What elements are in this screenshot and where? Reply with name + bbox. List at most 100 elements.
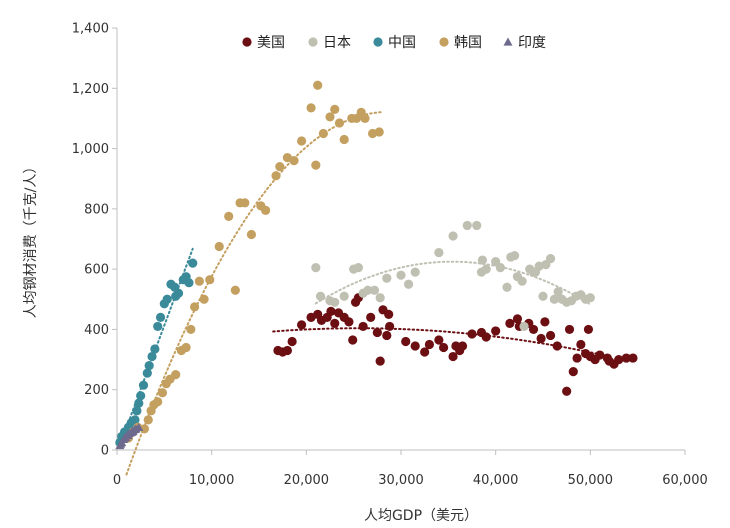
data-point	[186, 324, 196, 335]
data-point	[372, 327, 382, 338]
data-point	[144, 361, 154, 371]
data-point	[457, 341, 468, 351]
data-point	[495, 263, 505, 273]
x-tick-label: 60,000	[662, 473, 708, 488]
legend-marker	[242, 37, 252, 47]
data-point	[150, 344, 160, 354]
trendline-日本	[314, 260, 592, 306]
data-point	[230, 285, 240, 295]
data-point	[472, 220, 482, 231]
y-tick-label: 1,200	[72, 82, 109, 97]
data-point	[297, 136, 307, 146]
data-point	[553, 287, 563, 297]
data-point	[477, 255, 488, 265]
data-point	[434, 247, 444, 258]
data-point	[330, 297, 340, 307]
data-point	[116, 439, 126, 448]
data-point	[157, 388, 168, 398]
data-point	[171, 370, 181, 380]
data-point	[224, 211, 234, 221]
data-point	[448, 351, 458, 362]
data-point	[481, 332, 491, 342]
data-point	[139, 424, 150, 434]
data-point	[552, 341, 562, 351]
x-tick-label: 50,000	[568, 473, 614, 488]
data-point	[467, 329, 477, 339]
data-point	[564, 324, 575, 335]
x-tick-label: 0	[113, 473, 121, 488]
data-point	[306, 103, 316, 113]
data-point	[366, 312, 376, 322]
data-point	[424, 339, 434, 350]
data-point	[517, 276, 527, 286]
x-tick-label: 10,000	[189, 473, 235, 488]
data-point	[143, 415, 153, 425]
data-point	[505, 318, 515, 328]
data-point	[136, 391, 146, 401]
y-tick-label: 600	[84, 263, 109, 278]
data-point	[384, 309, 394, 319]
data-point	[344, 317, 354, 327]
data-point	[562, 386, 572, 396]
data-point	[271, 171, 281, 181]
data-point	[311, 160, 321, 170]
data-point	[287, 336, 297, 347]
data-point	[214, 241, 224, 252]
data-point	[519, 321, 529, 332]
data-point	[375, 293, 385, 303]
legend-marker	[439, 37, 449, 47]
y-tick-labels: 0 200 400 600 800 1,000 1,200 1,400	[72, 22, 117, 459]
data-point	[205, 275, 215, 285]
data-point	[568, 367, 578, 377]
data-point	[396, 270, 406, 280]
data-point	[545, 330, 556, 341]
data-point	[439, 342, 449, 353]
legend-label: 韩国	[454, 35, 482, 51]
y-tick-label: 1,400	[72, 22, 109, 37]
x-tick-labels: 0 10,000 20,000 30,000 40,000 50,000 60,000	[113, 450, 708, 488]
data-points	[115, 80, 638, 450]
legend-label: 日本	[323, 35, 351, 51]
data-point	[315, 291, 326, 301]
data-point	[491, 326, 501, 336]
data-point	[194, 276, 204, 286]
data-point	[138, 380, 149, 390]
data-point	[410, 341, 420, 351]
data-point	[275, 162, 285, 172]
data-point	[155, 312, 166, 322]
data-point	[240, 198, 250, 208]
data-point	[420, 347, 430, 357]
data-point	[434, 335, 444, 345]
x-tick-label: 30,000	[378, 473, 424, 488]
legend-label: 印度	[518, 35, 546, 51]
data-point	[536, 333, 546, 344]
data-point	[403, 279, 414, 289]
data-point	[334, 118, 345, 128]
data-point	[313, 80, 323, 90]
x-tick-label: 40,000	[473, 473, 519, 488]
data-point	[621, 353, 631, 363]
data-point	[528, 324, 539, 335]
data-point	[134, 398, 144, 408]
data-point	[130, 425, 140, 434]
legend-label: 美国	[257, 35, 285, 51]
data-point	[363, 285, 373, 295]
data-point	[318, 128, 328, 139]
data-point	[326, 306, 336, 316]
data-point	[348, 335, 358, 345]
data-point	[509, 250, 520, 261]
data-point	[297, 320, 307, 330]
y-tick-label: 0	[101, 444, 109, 459]
data-point	[289, 156, 299, 166]
data-point	[538, 291, 548, 301]
y-tick-label: 800	[84, 202, 109, 217]
data-point	[360, 113, 370, 124]
x-axis-title: 人均GDP（美元）	[364, 508, 478, 524]
data-point	[614, 354, 624, 365]
y-tick-label: 1,000	[72, 142, 109, 157]
legend-label: 中国	[388, 35, 416, 51]
data-point	[353, 263, 363, 273]
data-point	[188, 258, 198, 268]
y-tick-label: 200	[84, 383, 109, 398]
data-point	[628, 353, 638, 363]
